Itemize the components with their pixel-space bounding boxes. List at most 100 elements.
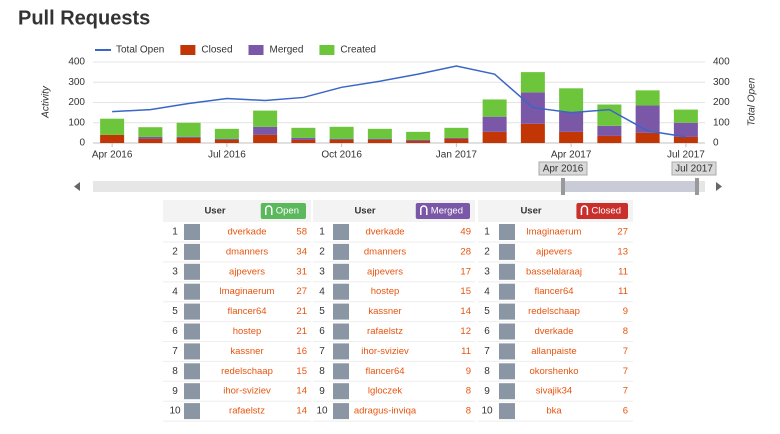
- rank: 8: [319, 366, 325, 377]
- navigator-selection[interactable]: [563, 181, 697, 192]
- user-name[interactable]: dverkade: [365, 227, 404, 238]
- legend-swatch: [319, 45, 335, 55]
- rank: 4: [172, 286, 178, 297]
- user-name[interactable]: rafaelstz: [367, 326, 403, 337]
- rank: 2: [319, 247, 325, 258]
- user-name[interactable]: basselalaraaj: [526, 266, 582, 277]
- user-name[interactable]: kassner: [230, 346, 263, 357]
- x-tick-label: Jul 2016: [208, 150, 246, 161]
- bar-segment: [635, 105, 660, 133]
- user-name[interactable]: dverkade: [534, 326, 573, 337]
- rank: 3: [172, 266, 178, 277]
- user-name[interactable]: flancer64: [365, 366, 404, 377]
- bar-segment: [176, 136, 201, 138]
- sort-button[interactable]: Closed: [576, 203, 628, 219]
- navigator-right-arrow[interactable]: [716, 182, 722, 191]
- rank: 6: [319, 326, 325, 337]
- legend-item[interactable]: Closed: [180, 45, 233, 56]
- avatar: [333, 303, 349, 320]
- count: 7: [623, 366, 628, 377]
- count: 12: [460, 326, 471, 337]
- navigator-left-arrow[interactable]: [74, 182, 80, 191]
- user-name[interactable]: hostep: [371, 286, 400, 297]
- navigator-handle[interactable]: [695, 178, 699, 195]
- bar-segment: [214, 128, 239, 139]
- bar-segment: [329, 139, 354, 143]
- bar-segment: [329, 126, 354, 139]
- bar-segment: [100, 134, 125, 143]
- user-name[interactable]: ihor-sviziev: [223, 386, 271, 397]
- table-header: User: [354, 206, 375, 217]
- sort-button-bg: [576, 203, 628, 219]
- count: 15: [296, 366, 307, 377]
- count: 49: [460, 227, 471, 238]
- user-name[interactable]: lmaginaerum: [527, 227, 582, 238]
- user-name[interactable]: ihor-sviziev: [361, 346, 409, 357]
- user-name[interactable]: lgloczek: [368, 386, 403, 397]
- legend-swatch: [248, 45, 264, 55]
- bar-segment: [635, 132, 660, 143]
- y-tick-label: 300: [68, 77, 85, 88]
- user-name[interactable]: okorshenko: [529, 366, 578, 377]
- user-name[interactable]: dverkade: [227, 227, 266, 238]
- y2-tick-label: 200: [713, 97, 730, 108]
- count: 7: [623, 346, 628, 357]
- count: 6: [623, 406, 628, 417]
- count: 58: [296, 227, 307, 238]
- user-name[interactable]: flancer64: [534, 286, 573, 297]
- user-name[interactable]: sivajik34: [536, 386, 572, 397]
- rank: 7: [484, 346, 490, 357]
- user-name[interactable]: flancer64: [227, 306, 266, 317]
- avatar: [499, 283, 515, 300]
- bar-segment: [482, 131, 507, 143]
- bar-segment: [444, 137, 469, 139]
- avatar: [499, 243, 515, 260]
- avatar: [184, 283, 200, 300]
- user-name[interactable]: ajpevers: [367, 266, 403, 277]
- user-name[interactable]: kassner: [368, 306, 401, 317]
- count: 8: [466, 386, 471, 397]
- rank: 10: [316, 406, 328, 417]
- bar-segment: [253, 126, 278, 135]
- bar-segment: [559, 111, 584, 132]
- avatar: [333, 283, 349, 300]
- count: 28: [460, 246, 471, 257]
- user-name[interactable]: ajpevers: [536, 246, 572, 257]
- legend-label: Merged: [270, 45, 304, 56]
- sort-button[interactable]: Merged: [415, 203, 470, 219]
- line-series: [112, 65, 686, 138]
- navigator-to-label: Jul 2017: [675, 164, 713, 175]
- bar-segment: [482, 116, 507, 132]
- bar-segment: [291, 137, 316, 140]
- bar-segment: [635, 90, 660, 106]
- bar-segment: [482, 99, 507, 117]
- user-name[interactable]: lmaginaerum: [220, 286, 275, 297]
- sort-button-icon: [420, 205, 428, 215]
- bar-segment: [673, 122, 698, 137]
- navigator[interactable]: Apr 2016 Jul 2017: [74, 161, 722, 195]
- legend-item[interactable]: Created: [319, 45, 376, 56]
- user-name[interactable]: bka: [546, 406, 562, 417]
- user-name[interactable]: rafaelstz: [229, 406, 265, 417]
- legend-item[interactable]: Merged: [248, 45, 304, 56]
- count: 7: [623, 386, 628, 397]
- rank: 8: [172, 366, 178, 377]
- user-name[interactable]: ajpevers: [229, 266, 265, 277]
- count: 14: [296, 386, 307, 397]
- bar-segment: [138, 127, 163, 137]
- legend-item[interactable]: Total Open: [95, 45, 164, 56]
- avatar: [184, 263, 200, 280]
- user-name[interactable]: adragus-inviqa: [354, 406, 417, 417]
- user-name[interactable]: dmanners: [364, 246, 406, 257]
- navigator-handle[interactable]: [561, 178, 565, 195]
- rank: 7: [319, 346, 325, 357]
- user-name[interactable]: allanpaiste: [531, 346, 576, 357]
- user-name[interactable]: hostep: [233, 326, 262, 337]
- sort-button-label: Closed: [591, 206, 621, 217]
- user-name[interactable]: redelschaap: [528, 306, 580, 317]
- bar-segment: [559, 88, 584, 112]
- user-name[interactable]: dmanners: [226, 246, 268, 257]
- y-tick-label: 200: [68, 97, 85, 108]
- user-name[interactable]: redelschaap: [221, 366, 273, 377]
- sort-button[interactable]: Open: [260, 203, 306, 219]
